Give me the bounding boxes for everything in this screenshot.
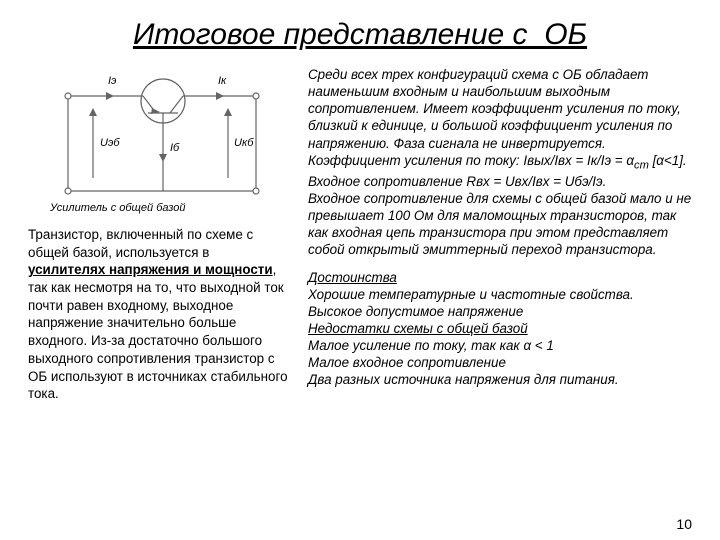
page-number: 10 [676, 516, 692, 532]
svg-text:Uэб: Uэб [100, 137, 120, 149]
svg-text:Iэ: Iэ [108, 75, 117, 87]
advantages-heading: Достоинства [308, 270, 397, 285]
disadvantages-heading: Недостатки схемы с общей базой [308, 321, 528, 336]
right-description: Среди всех трех конфигураций схема с ОБ … [308, 66, 692, 403]
svg-text:Uкб: Uкб [234, 137, 254, 149]
left-description: Транзистор, включенный по схеме с общей … [28, 226, 288, 403]
svg-text:Усилитель с общей базой: Усилитель с общей базой [49, 202, 186, 214]
slide-title: Итоговое представление с ОБ [28, 18, 692, 52]
svg-text:Iб: Iб [170, 142, 180, 154]
circuit-diagram: Iэ Iк Iб Uэб Uкб Усилитель с общей базой [48, 66, 268, 216]
svg-text:Iк: Iк [218, 75, 227, 87]
